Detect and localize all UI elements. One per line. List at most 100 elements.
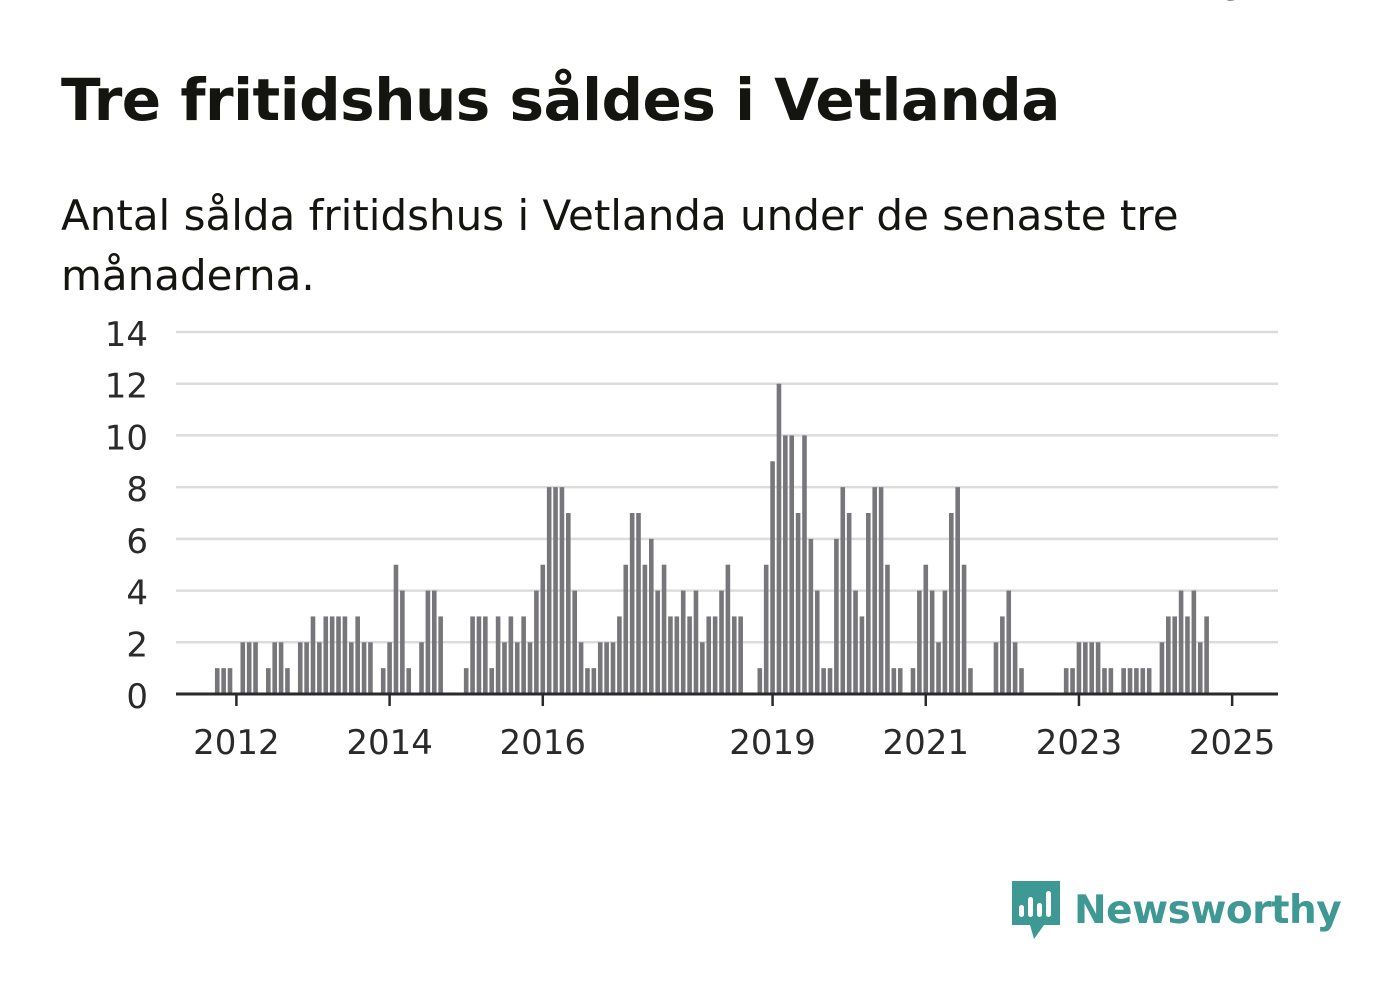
bar <box>827 668 833 694</box>
bar <box>783 435 788 694</box>
bar <box>661 564 667 694</box>
bar <box>1166 616 1171 694</box>
bar <box>559 487 565 694</box>
bar <box>1102 668 1107 694</box>
bar <box>961 564 967 694</box>
bar <box>431 590 437 694</box>
bar <box>878 487 884 694</box>
gridlines <box>176 330 1278 644</box>
bar <box>623 564 629 694</box>
bar <box>738 616 743 694</box>
bar <box>585 668 590 694</box>
bar <box>1006 590 1012 694</box>
bar <box>387 642 392 694</box>
bar <box>304 642 309 694</box>
y-tick-label: 4 <box>126 574 148 614</box>
bar <box>680 590 686 694</box>
bar <box>514 642 520 694</box>
bar <box>655 590 660 694</box>
bar <box>763 564 769 694</box>
bar <box>1070 668 1075 694</box>
bar <box>706 616 712 694</box>
bar <box>872 487 877 694</box>
x-tick-label: 2023 <box>1036 723 1123 763</box>
bar <box>221 668 226 694</box>
bar <box>1095 642 1101 694</box>
bar <box>1185 616 1190 694</box>
y-tick-label: 2 <box>126 625 148 665</box>
x-tick-label: 2019 <box>729 723 816 763</box>
x-tick-label: 2021 <box>882 723 969 763</box>
bar <box>936 642 941 694</box>
bar <box>489 668 495 694</box>
bar <box>757 668 763 694</box>
bar <box>240 642 246 694</box>
bar <box>591 668 597 694</box>
bar <box>297 642 303 694</box>
newsworthy-logo-icon <box>1012 881 1060 939</box>
y-tick-label: 14 <box>105 315 148 355</box>
bar <box>910 668 916 694</box>
bar <box>214 668 220 694</box>
bar <box>617 616 622 694</box>
x-tick-label: 2012 <box>193 723 280 763</box>
bar <box>917 590 922 694</box>
bar <box>1134 668 1139 694</box>
bar <box>1204 616 1209 694</box>
bar <box>1127 668 1133 694</box>
y-tick-label: 12 <box>105 367 148 407</box>
bar <box>1146 668 1152 694</box>
bar <box>483 616 488 694</box>
x-tick-label: 2025 <box>1189 723 1276 763</box>
x-tick-label: 2016 <box>500 723 587 763</box>
bar <box>993 642 999 694</box>
bar <box>1197 642 1203 694</box>
bar <box>495 616 501 694</box>
bar <box>731 616 737 694</box>
bar <box>859 616 865 694</box>
bar <box>368 642 373 694</box>
bar <box>802 435 807 694</box>
bar <box>323 616 329 694</box>
bar <box>329 616 335 694</box>
bar <box>897 668 903 694</box>
y-axis-labels: 0 2 4 6 8 10 12 14 <box>105 315 148 717</box>
bar <box>406 668 412 694</box>
bar <box>674 616 680 694</box>
bar <box>642 564 648 694</box>
data-label: 3 <box>1221 0 1243 9</box>
bar <box>942 590 948 694</box>
bar <box>712 616 718 694</box>
bar <box>636 513 641 694</box>
bar <box>1178 590 1184 694</box>
bar <box>355 616 360 694</box>
bar <box>393 564 399 694</box>
bar <box>272 642 277 694</box>
y-tick-label: 0 <box>126 677 148 717</box>
bar <box>253 642 258 694</box>
bar <box>776 383 782 694</box>
brand-name: Newsworthy <box>1074 887 1342 933</box>
bar <box>566 513 571 694</box>
bar <box>1076 642 1082 694</box>
bar <box>891 668 897 694</box>
page-title: Tre fritidshus såldes i Vetlanda <box>61 66 1060 134</box>
bar <box>546 487 552 694</box>
bar <box>693 590 699 694</box>
bar <box>929 590 935 694</box>
bar <box>1019 668 1024 694</box>
y-tick-label: 6 <box>126 522 148 562</box>
bar <box>425 590 431 694</box>
bar <box>438 616 443 694</box>
bar <box>648 538 654 694</box>
bar <box>419 642 424 694</box>
bar <box>885 564 890 694</box>
bar <box>725 564 731 694</box>
bar <box>834 538 839 694</box>
bar <box>789 435 795 694</box>
bar <box>1172 616 1177 694</box>
bar <box>508 616 514 694</box>
bar <box>1089 642 1095 694</box>
bar <box>1108 668 1114 694</box>
bar <box>1083 642 1088 694</box>
